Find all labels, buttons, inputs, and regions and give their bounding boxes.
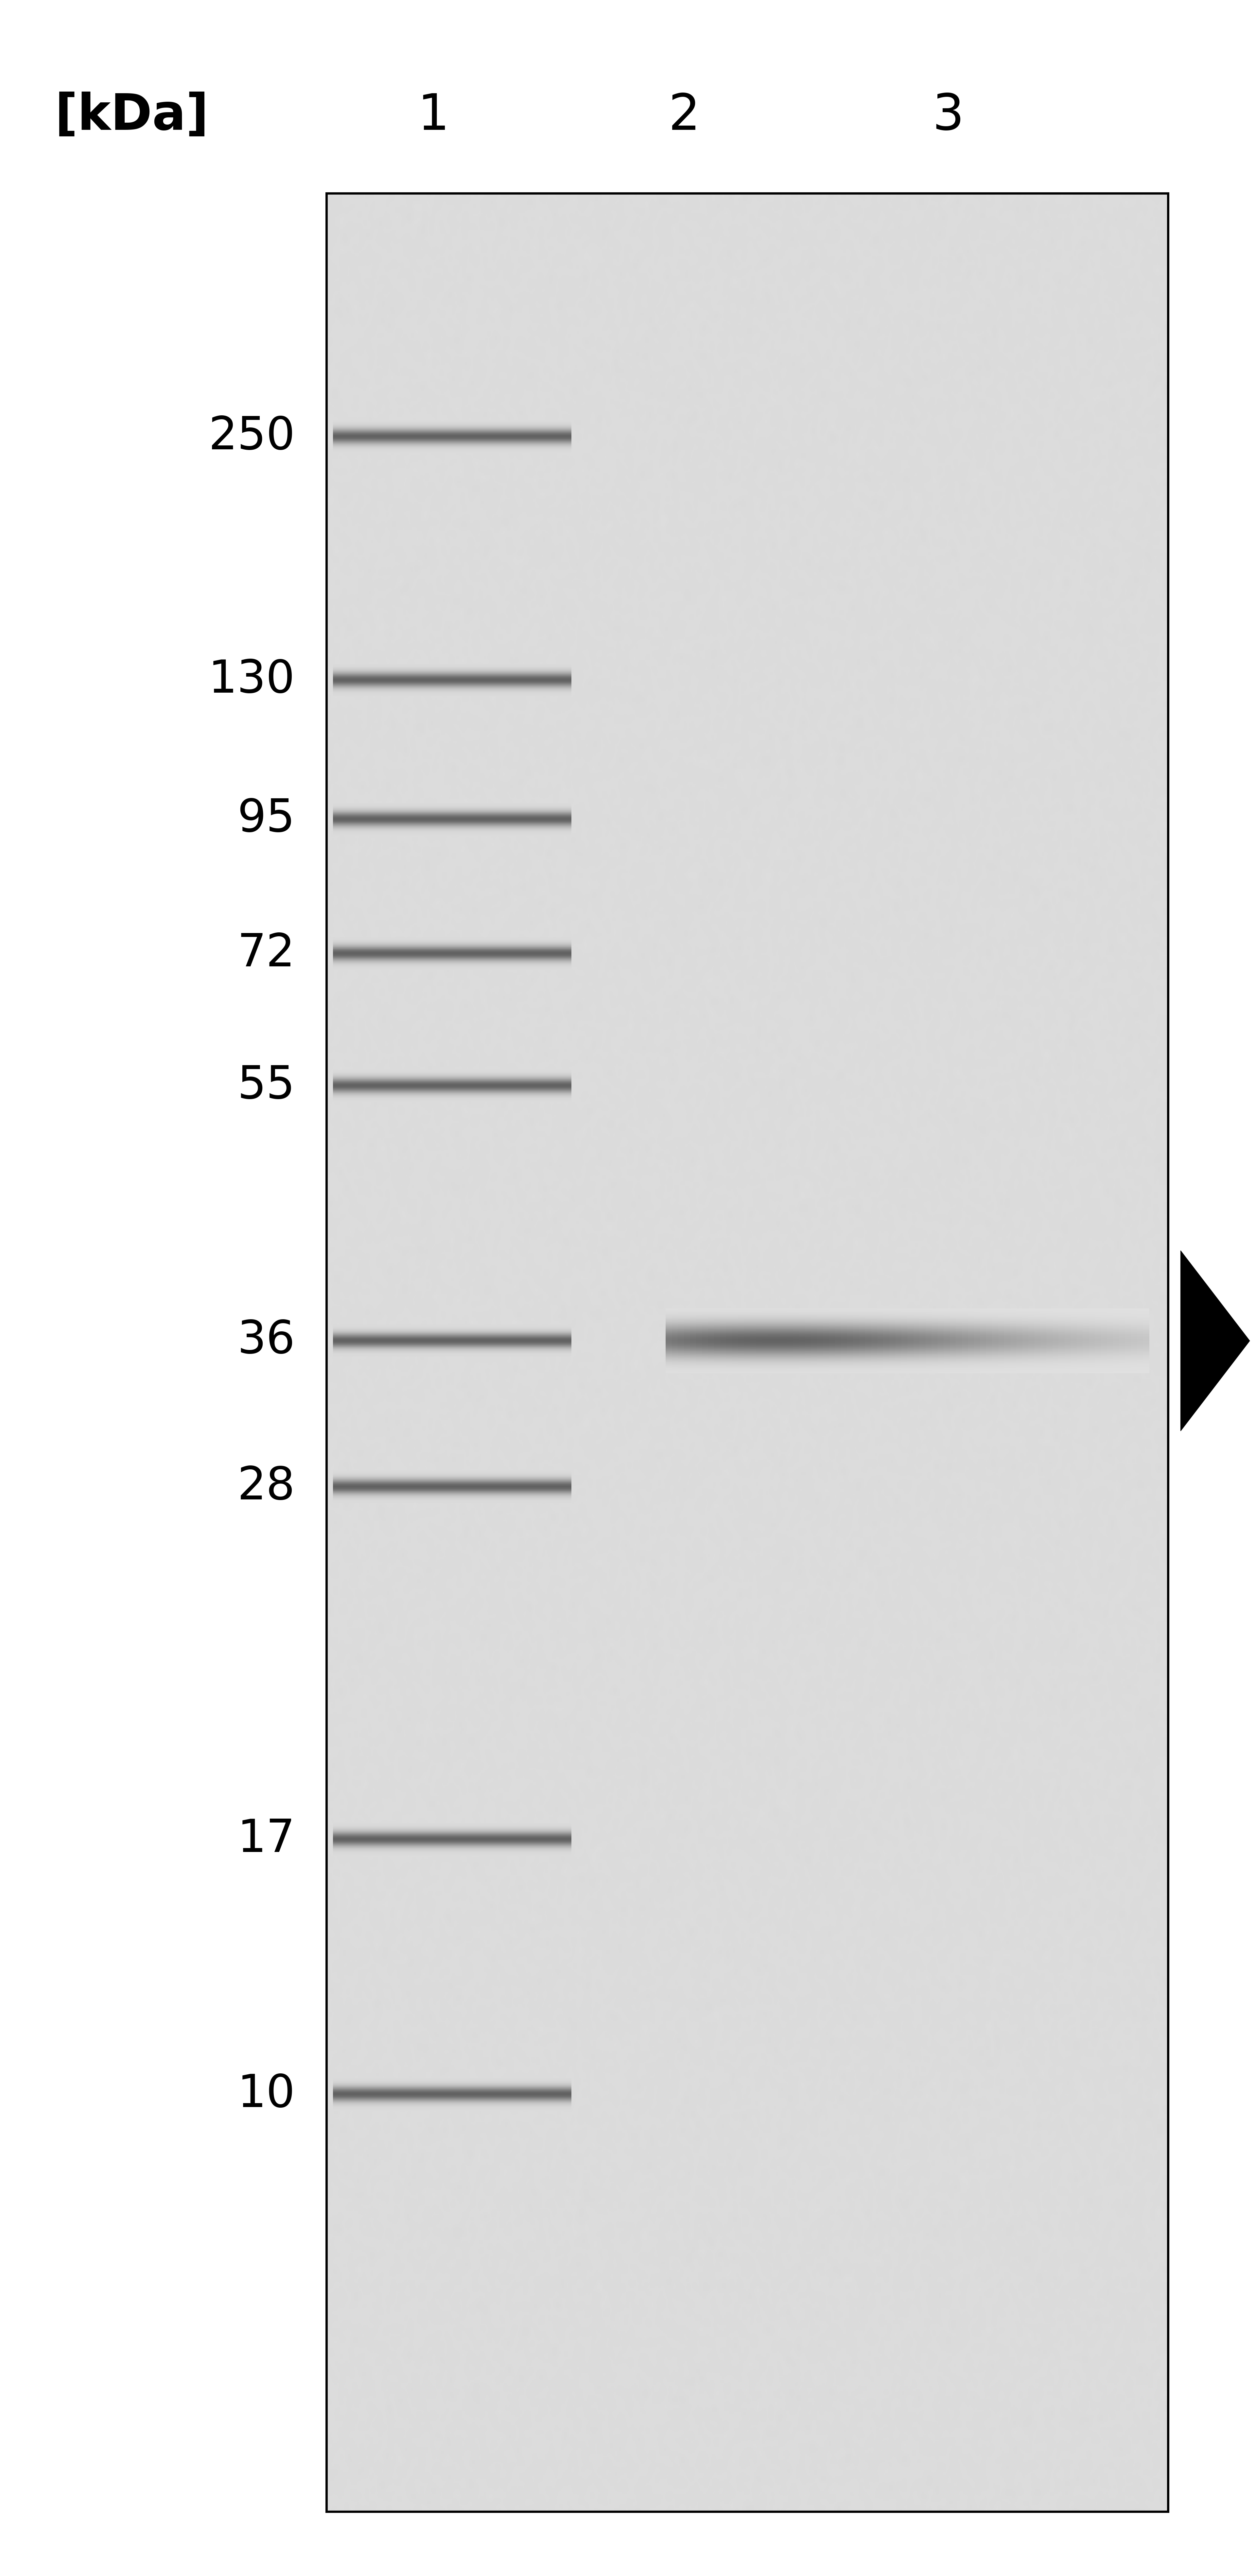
Text: 95: 95 [237,796,295,842]
Text: 72: 72 [237,933,295,976]
Text: 130: 130 [208,657,295,703]
Text: 28: 28 [237,1466,295,1510]
Text: 250: 250 [208,415,295,459]
Text: 36: 36 [237,1319,295,1363]
Text: 1: 1 [417,93,450,139]
Text: [kDa]: [kDa] [55,93,208,139]
Text: 2: 2 [668,93,701,139]
Text: 55: 55 [237,1064,295,1108]
Text: 3: 3 [932,93,965,139]
Text: 10: 10 [237,2071,295,2117]
Text: 17: 17 [237,1816,295,1862]
Polygon shape [1181,1249,1250,1430]
